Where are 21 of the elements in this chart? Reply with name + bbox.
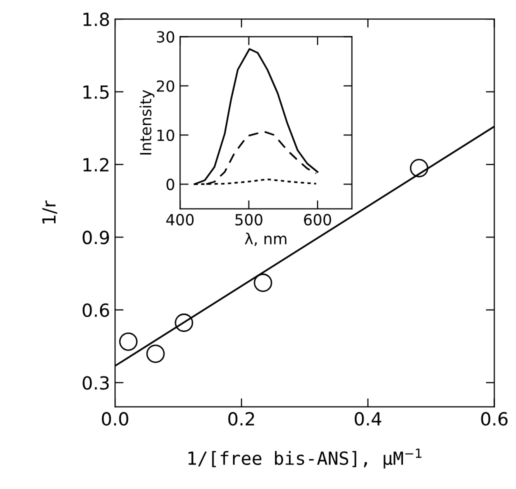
x-axis-title: λ, nm (244, 232, 286, 246)
y-tick-label: 10 (157, 130, 174, 142)
x-tick-label: 0.4 (354, 412, 382, 426)
y-tick-label: 20 (156, 80, 174, 92)
y-tick-label: 0 (166, 178, 174, 190)
x-tick-label: 0.2 (228, 412, 254, 426)
x-tick-label: 0.6 (481, 412, 508, 426)
y-tick-label: 0.9 (82, 230, 109, 244)
x-tick-label: 0.0 (102, 412, 128, 426)
y-tick-label: 0.6 (82, 303, 110, 318)
y-tick-label: 1.2 (83, 158, 108, 172)
x-tick-label: 400 (166, 214, 194, 226)
x-axis-title: 1/[free bis-ANS], μM$^{−1}$ (188, 448, 422, 469)
y-tick-label: 1.5 (83, 85, 109, 99)
x-tick-label: 500 (235, 214, 262, 226)
x-tick-label: 600 (304, 214, 332, 226)
y-tick-label: 0.3 (82, 376, 109, 390)
y-tick-label: 1.8 (83, 12, 109, 26)
y-tick-label: 30 (156, 31, 174, 43)
y-axis-title: 1/r (42, 200, 58, 224)
y-axis-title: Intensity (140, 90, 154, 154)
